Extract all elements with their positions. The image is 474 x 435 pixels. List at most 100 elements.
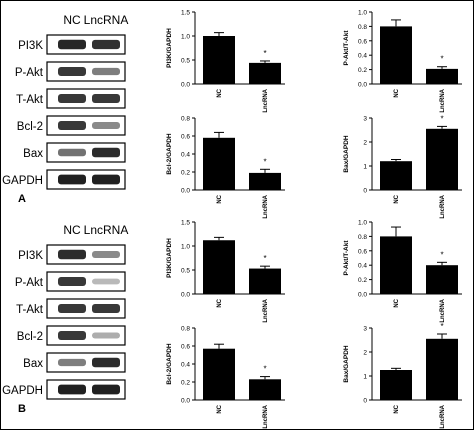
bar-chart: 0.0 0.5 1.0 1.5 PI3K/GAPDH NC * LncRNA [166,10,285,113]
bar [380,236,412,294]
blot-row-label: Bax [23,358,43,370]
y-tick-label: 1.0 [358,220,367,227]
blot-band [58,148,86,157]
y-axis-label: Bcl-2/GAPDH [166,133,173,174]
significance-mark: * [263,254,266,263]
lane-label: NC [63,13,81,27]
bar [426,68,458,84]
blot-band [58,39,86,50]
y-tick-label: 0.5 [181,268,190,275]
y-axis-label: PI3K/GAPDH [166,238,173,278]
x-tick-label: NC [394,298,400,307]
bar [203,348,235,400]
blot-band [92,122,120,129]
y-tick-label: 0.0 [181,82,190,89]
bar-chart: 0.0 0.2 0.4 0.6 0.8 1.0 P-Akt/T-Akt NC * LncRNA [343,10,462,113]
significance-mark: * [440,250,443,259]
bar-chart: 0 1 2 3 Bax/GAPDH NC * LncRNA [343,114,462,219]
panel-b: NC LncRNAPI3KP-AktT-AktBcl-2BaxGAPDHB0.00… [2,220,462,429]
panel-a: NC LncRNAPI3KP-AktT-AktBcl-2BaxGAPDHA0.00… [2,10,462,219]
blot-band [58,303,86,314]
bar [426,338,458,400]
y-tick-label: 0 [363,398,367,405]
blot-row-label: T-Akt [16,94,44,106]
y-tick-label: 1 [363,164,367,171]
bar [203,36,235,84]
bar-chart: 0.0 0.2 0.4 0.6 0.8 Bcl-2/GAPDH NC * LncRNA [166,116,285,219]
significance-mark: * [263,49,266,58]
blot-band [58,330,86,341]
blot-row-label: GAPDH [2,385,43,397]
y-tick-label: 0.4 [358,263,367,270]
blot-row-label: P-Akt [15,277,44,289]
blot-row-label: Bcl-2 [17,331,43,343]
y-tick-label: 0.0 [181,292,190,299]
y-tick-label: 2 [363,350,367,357]
y-tick-label: 0.4 [181,152,190,159]
bar-chart: 0 1 2 3 Bax/GAPDH NC * LncRNA [343,322,462,429]
bar [426,128,458,190]
y-tick-label: 0.8 [181,116,190,123]
significance-mark: * [440,55,443,64]
y-tick-label: 0.2 [358,277,367,284]
panel-label: A [18,193,26,205]
y-tick-label: 0.0 [358,82,367,89]
y-axis-label: Bax/GAPDH [343,135,350,173]
y-tick-label: 0.8 [358,234,367,241]
blot-band [92,251,120,258]
x-tick-label: LncRNA [440,194,446,218]
blot-band [92,357,120,368]
bar-chart: 0.0 0.2 0.4 0.6 0.8 Bcl-2/GAPDH NC * LncRNA [166,326,285,429]
blot-row-label: T-Akt [16,304,44,316]
y-tick-label: 3 [363,326,367,333]
bar [380,26,412,84]
y-tick-label: 3 [363,116,367,123]
blot-band [92,303,120,314]
significance-mark: * [263,157,266,166]
blot-row-label: PI3K [18,40,43,52]
y-tick-label: 0.6 [181,134,190,141]
y-tick-label: 1.5 [181,10,190,17]
x-tick-label: NC [394,404,400,413]
y-tick-label: 0.5 [181,58,190,65]
x-tick-label: LncRNA [440,88,446,112]
y-axis-label: P-Akt/T-Akt [343,240,350,276]
bar [380,161,412,190]
western-blot: NC LncRNA PI3K P-Akt T-Akt Bcl-2 Bax GAPDH [2,223,128,400]
bar [249,379,281,400]
bar [249,62,281,84]
y-tick-label: 0.0 [358,292,367,299]
blot-band [58,120,86,131]
y-tick-label: 0.6 [181,344,190,351]
x-tick-label: NC [217,194,223,203]
blot-band [58,66,86,77]
y-tick-label: 0.4 [358,53,367,60]
x-tick-label: NC [217,298,223,307]
blot-band [92,332,120,339]
x-tick-label: NC [217,404,223,413]
significance-mark: * [440,322,443,331]
y-tick-label: 0.8 [181,326,190,333]
bar [203,137,235,190]
x-tick-label: NC [394,88,400,97]
significance-mark: * [440,114,443,123]
y-tick-label: 1.0 [181,34,190,41]
blot-band [58,384,86,395]
y-tick-label: 1.0 [181,244,190,251]
y-tick-label: 0.2 [181,380,190,387]
y-tick-label: 1.0 [358,10,367,17]
bar [249,268,281,294]
y-tick-label: 1 [363,374,367,381]
blot-band [58,358,86,367]
y-axis-label: P-Akt/T-Akt [343,30,350,66]
lane-label: LncRNA [84,13,129,27]
y-tick-label: 0.8 [358,24,367,31]
x-tick-label: LncRNA [440,298,446,322]
blot-band [58,276,86,287]
y-tick-label: 1.5 [181,220,190,227]
y-axis-label: Bcl-2/GAPDH [166,343,173,384]
y-axis-label: Bax/GAPDH [343,345,350,383]
y-tick-label: 0.6 [358,38,367,45]
blot-row-label: Bax [23,148,43,160]
panel-label: B [18,403,26,415]
